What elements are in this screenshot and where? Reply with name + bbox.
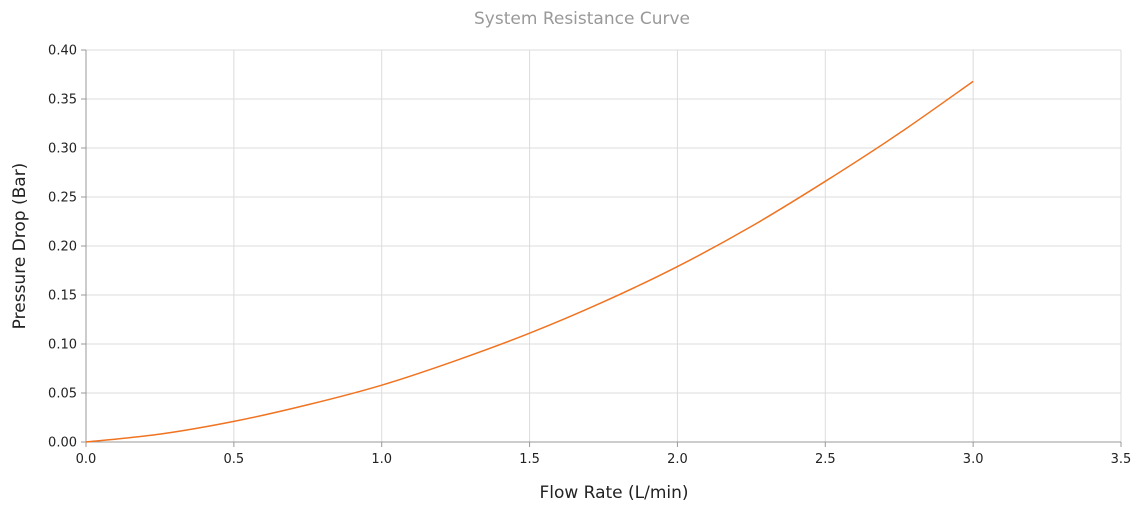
x-tick-label: 0.5 [224,452,245,467]
y-tick-label: 0.40 [48,44,77,59]
y-tick-label: 0.10 [48,338,77,353]
ticks: 0.0 0.5 1.0 1.5 2.0 2.5 3.0 3.5 0.00 0.05 0.10 0.15… [48,44,1131,468]
y-tick-label: 0.35 [48,93,77,108]
x-tick-label: 1.5 [519,452,540,467]
x-axis-label: Flow Rate (L/min) [539,483,688,503]
x-tick-label: 3.0 [963,452,984,467]
series-line [85,80,974,443]
y-tick-label: 0.05 [48,387,77,402]
y-tick-label: 0.30 [48,142,77,157]
x-tick-label: 2.5 [815,452,836,467]
series-layer [85,80,974,443]
x-tick-label: 2.0 [667,452,688,467]
x-tick-label: 1.0 [371,452,392,467]
x-tick-label: 0.0 [76,452,97,467]
chart-title: System Resistance Curve [474,9,690,29]
x-tick-label: 3.5 [1111,452,1132,467]
y-tick-label: 0.25 [48,191,77,206]
y-axis-label: Pressure Drop (Bar) [10,163,30,330]
y-tick-label: 0.15 [48,289,77,304]
grid [86,49,1122,442]
y-tick-label: 0.00 [48,436,77,451]
y-tick-label: 0.20 [48,240,77,255]
